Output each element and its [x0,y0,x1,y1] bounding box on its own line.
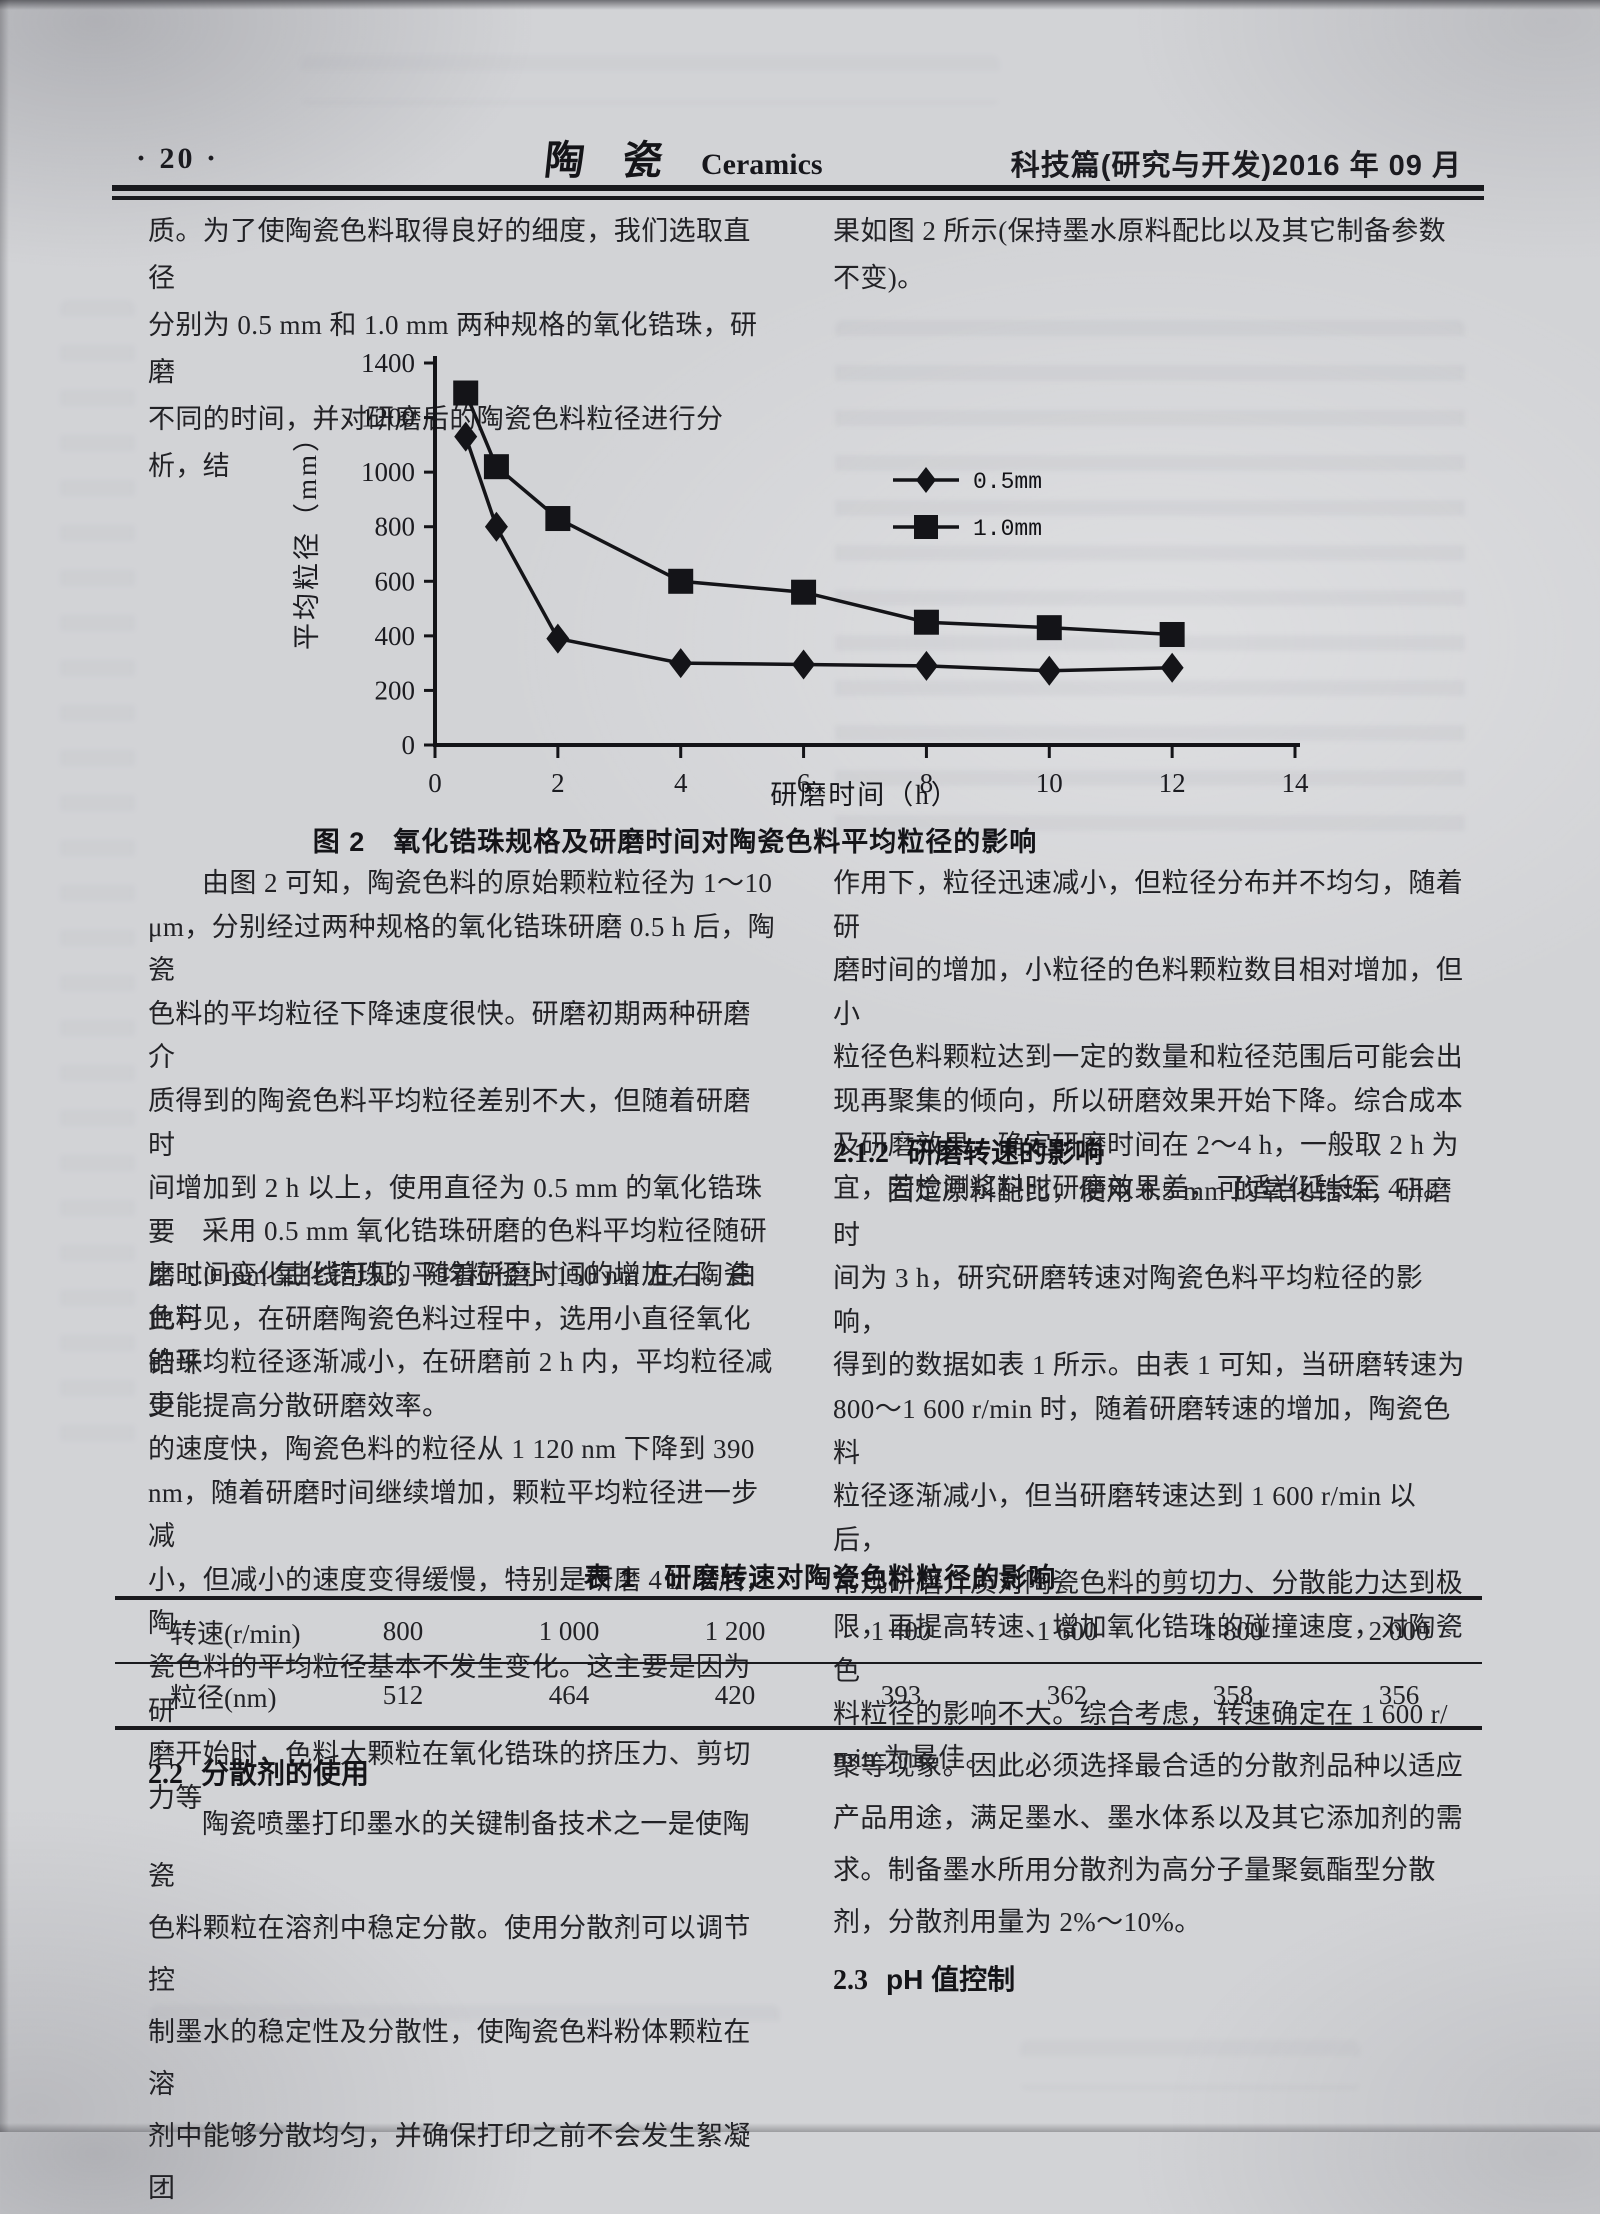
table-cell: 1 400 [870,1615,932,1646]
section-number: 2.2 [148,1759,183,1790]
svg-text:400: 400 [375,621,416,651]
bleed-through-ghost [1020,2040,1360,2090]
aggregation-paragraph: 作用下，粒径迅速减小，但粒径分布并不均匀，随着研 磨时间的增加，小粒径的色料颗粒… [833,868,1464,1204]
table-cell: 1 200 [704,1615,766,1646]
table-row-size: 粒径(nm) 512 464 420 393 362 358 356 [115,1664,1482,1726]
figure-reference-paragraph: 果如图 2 所示(保持墨水原料配比以及其它制备参数 不变)。 [833,216,1446,293]
figure-caption: 图 2 氧化锆珠规格及研磨时间对陶瓷色料平均粒径的影响 [312,827,1038,857]
bleed-through-ghost [300,55,1000,105]
svg-text:1200: 1200 [361,403,415,433]
table-cell: 393 [880,1679,922,1710]
svg-text:2: 2 [551,768,565,798]
rotation-speed-paragraph: 固定原料配比，使用 0.5 mm 的氧化锆珠，研磨时 间为 3 h，研究研磨转速… [833,1176,1465,1773]
svg-text:0.5mm: 0.5mm [973,469,1042,495]
section-heading-2-2: 2.2 分散剂的使用 [148,1752,369,1792]
scan-edge-left [0,0,9,2132]
section-title: 分散剂的使用 [201,1758,370,1789]
svg-text:800: 800 [375,512,416,542]
journal-title: 陶 瓷 Ceramics [542,128,823,186]
svg-text:14: 14 [1282,768,1310,798]
table-row-speed: 转速(r/min) 800 1 000 1 200 1 400 1 600 1 … [115,1600,1482,1662]
journal-title-cn: 陶 瓷 [542,138,679,183]
section-title: pH 值控制 [886,1964,1016,1995]
page-number: · 20 · [136,142,220,175]
table-cell: 512 [382,1679,424,1710]
table-cell: 356 [1378,1679,1420,1710]
header-rule-thick [112,185,1484,191]
svg-text:1400: 1400 [361,348,415,378]
table-cell: 800 [382,1615,424,1646]
table-cell: 转速(r/min) [170,1618,301,1649]
journal-title-en: Ceramics [701,148,823,181]
svg-text:6: 6 [797,768,811,798]
section-heading-2-3: 2.3 pH 值控制 [833,1958,1015,1998]
table-caption: 表 1 研磨转速对陶瓷色料粒径的影响 [583,1563,1057,1593]
svg-text:0: 0 [428,768,442,798]
table-1: 转速(r/min) 800 1 000 1 200 1 400 1 600 1 … [115,1596,1482,1730]
section-number: 2.1.2 [833,1138,889,1169]
table-cell: 1 000 [538,1615,600,1646]
dispersant-intro-paragraph: 陶瓷喷墨打印墨水的关键制备技术之一是使陶瓷 色料颗粒在溶剂中稳定分散。使用分散剂… [148,1809,751,2203]
table-cell: 362 [1046,1679,1088,1710]
table-cell: 2 000 [1368,1615,1430,1646]
scan-edge-top [0,0,1600,10]
table-rule-middle [115,1662,1482,1664]
dispersant-selection-paragraph: 聚等现象。因此必须选择最合适的分散剂品种以适应 产品用途，满足墨水、墨水体系以及… [833,1751,1464,1937]
table-cell: 粒径(nm) [170,1682,277,1713]
svg-text:4: 4 [674,768,688,798]
svg-text:600: 600 [375,566,416,596]
table-rule-bottom [115,1726,1482,1730]
svg-text:1.0mm: 1.0mm [973,516,1042,542]
table-cell: 358 [1212,1679,1254,1710]
section-title: 研磨转速的影响 [907,1137,1104,1168]
svg-text:12: 12 [1159,768,1186,798]
header-rule-thin [112,196,1484,200]
section-number: 2.3 [833,1965,868,1996]
table-cell: 1 800 [1202,1615,1264,1646]
figure-discussion-paragraph: 由图 2 可知，陶瓷色料的原始颗粒粒径为 1～10 μm，分别经过两种规格的氧化… [148,868,776,1422]
svg-text:1000: 1000 [361,457,415,487]
table-cell: 464 [548,1679,590,1710]
scan-edge-bottom [0,2123,1600,2132]
section-heading-2-1-2: 2.1.2 研磨转速的影响 [833,1131,1103,1171]
svg-text:8: 8 [920,768,934,798]
issue-info: 科技篇(研究与开发)2016 年 09 月 [1010,150,1462,182]
bleed-through-ghost [60,300,135,1450]
svg-text:200: 200 [375,675,416,705]
grinding-curve-paragraph: 采用 0.5 mm 氧化锆珠研磨的色料平均粒径随研 磨时间变化曲线可见，随着研磨… [148,1216,773,1813]
svg-text:0: 0 [402,730,416,760]
table-rule-top [115,1596,1482,1600]
svg-text:研磨时间（h）: 研磨时间（h） [770,780,960,810]
svg-text:10: 10 [1036,768,1063,798]
table-cell: 1 600 [1036,1615,1098,1646]
table-cell: 420 [714,1679,756,1710]
particle-size-line-chart: 0 2 4 6 8 10 12 14 0 200 400 600 800 1000 1200 1400 0.5m… [361,348,1310,810]
